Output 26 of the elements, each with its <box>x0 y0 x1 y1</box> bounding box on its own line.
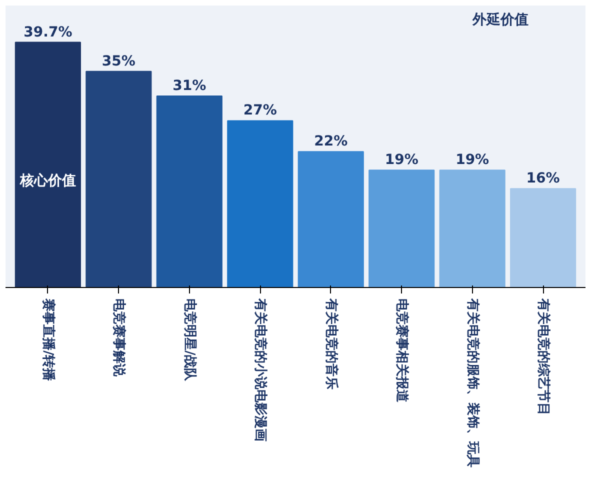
x-tick-label: 有关电竞的综艺节目 <box>536 298 552 416</box>
x-tick-label: 赛事直播/转播 <box>40 298 56 382</box>
bar <box>439 170 506 288</box>
bar <box>156 96 222 288</box>
x-tick-label: 电竞赛事相关报道 <box>394 298 410 404</box>
x-tick-label: 电竞明星/战队 <box>182 298 198 382</box>
x-tick-label: 有关电竞的音乐 <box>323 298 340 390</box>
data-label: 16% <box>526 170 560 187</box>
bar <box>298 151 364 288</box>
data-label: 22% <box>314 134 348 150</box>
x-tick-label: 有关电竞的小说电影漫画 <box>252 298 269 442</box>
x-tick-label: 有关电竞的服饰、装饰、玩具 <box>464 298 481 468</box>
data-label: 35% <box>102 53 136 70</box>
data-label: 19% <box>456 152 490 168</box>
data-label: 19% <box>384 152 418 168</box>
x-tick-label: 电竞赛事解说 <box>111 298 128 378</box>
text: 外延价值 <box>472 12 529 28</box>
data-label: 39.7% <box>24 24 72 40</box>
bar <box>368 170 435 288</box>
bar <box>510 188 576 288</box>
annotation: 核心价值 <box>18 172 76 189</box>
bar <box>86 70 152 288</box>
data-label: 27% <box>243 102 277 119</box>
bar <box>227 120 294 288</box>
data-label: 31% <box>172 78 206 94</box>
bar <box>14 42 81 288</box>
